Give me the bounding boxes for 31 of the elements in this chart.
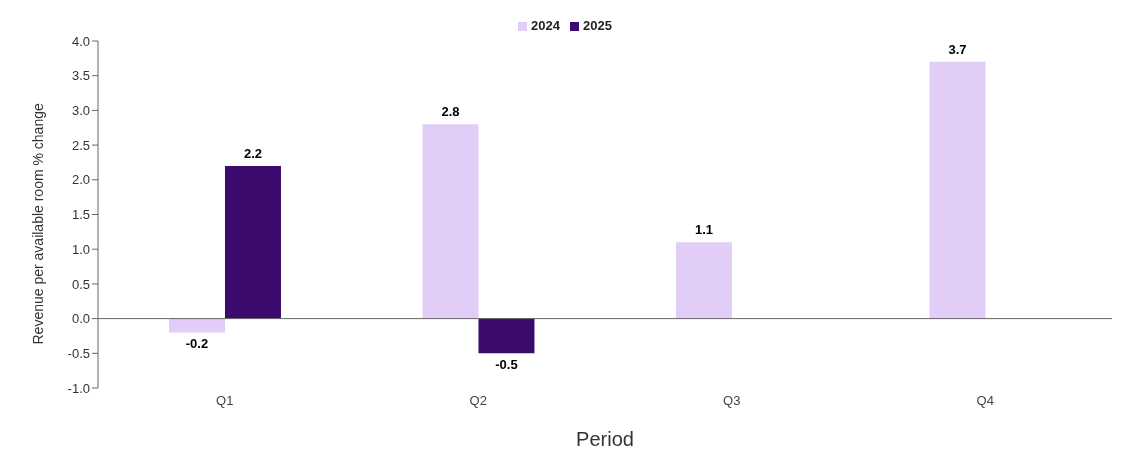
bar	[929, 61, 986, 319]
bar	[422, 124, 479, 319]
data-label: 1.1	[694, 222, 714, 238]
y-tick-label: 1.0	[71, 241, 90, 257]
x-tick-label: Q2	[469, 393, 487, 409]
y-tick-label: 4.0	[71, 33, 90, 49]
x-tick-label: Q1	[216, 393, 234, 409]
y-tick-label: 1.5	[71, 207, 90, 223]
legend-label: 2025	[583, 18, 612, 33]
y-tick-label: 0.5	[71, 276, 90, 292]
y-axis-title: Revenue per available room % change	[29, 103, 46, 345]
x-axis-title: Period	[576, 428, 634, 450]
data-label: 2.8	[441, 104, 460, 120]
x-tick-label: Q3	[723, 393, 741, 409]
legend-label: 2024	[531, 18, 560, 33]
data-label: 2.2	[243, 145, 263, 161]
data-label: -0.5	[495, 357, 518, 373]
x-tick-label: Q4	[976, 393, 994, 409]
data-label: -0.2	[185, 336, 209, 352]
y-tick-label: -1.0	[67, 380, 90, 396]
bar	[478, 318, 535, 354]
y-tick-label: 3.5	[71, 68, 90, 84]
y-tick-label: 2.5	[71, 137, 90, 153]
bar	[168, 318, 225, 333]
y-tick-label: 2.0	[71, 172, 90, 188]
y-tick-label: 0.0	[71, 311, 90, 327]
y-tick-label: 3.0	[71, 103, 90, 119]
bar	[224, 165, 281, 319]
bar	[675, 242, 732, 319]
data-label: 3.7	[948, 41, 967, 57]
y-tick-label: -0.5	[67, 345, 90, 361]
